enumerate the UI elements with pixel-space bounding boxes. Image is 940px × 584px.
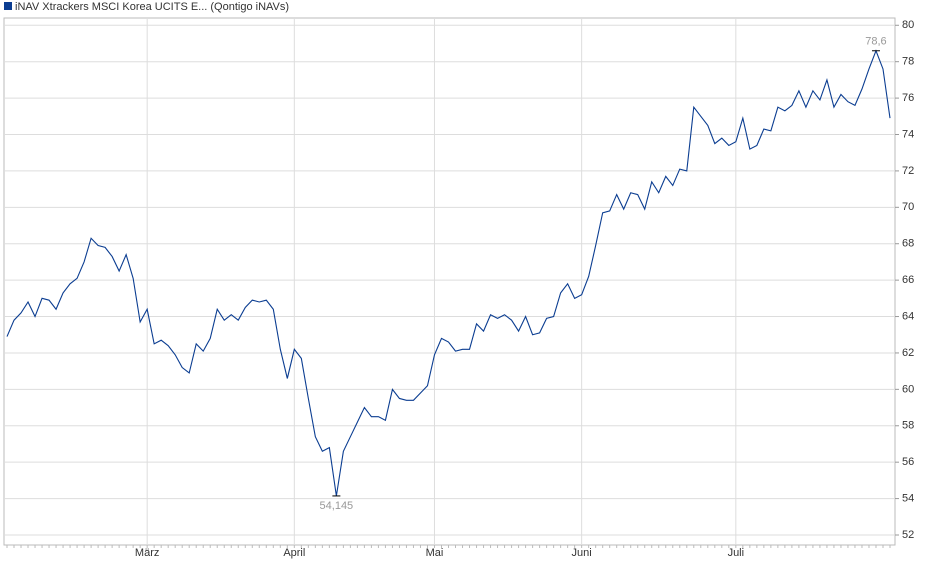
- y-tick-label: 76: [902, 92, 914, 104]
- y-tick-label: 64: [902, 310, 914, 322]
- line: [6, 49, 891, 497]
- x-tick-label: Mai: [426, 547, 444, 559]
- x-tick-label: Juli: [728, 547, 745, 559]
- y-tick-label: 56: [902, 456, 914, 468]
- legend-label: iNAV Xtrackers MSCI Korea UCITS E... (Qo…: [15, 1, 289, 13]
- y-tick-label: 68: [902, 238, 914, 250]
- y-tick-label: 52: [902, 529, 914, 541]
- y-tick-label: 74: [902, 128, 914, 140]
- annotation: 78,6: [865, 36, 886, 48]
- x-tick-label: April: [283, 547, 305, 559]
- annotation: 54,145: [320, 500, 354, 512]
- y-tick-label: 72: [902, 165, 914, 177]
- x-tick-label: März: [135, 547, 159, 559]
- y-tick-label: 60: [902, 383, 914, 395]
- y-tick-label: 66: [902, 274, 914, 286]
- x-tick-label: Juni: [572, 547, 592, 559]
- y-tick-label: 78: [902, 56, 914, 68]
- y-tick-label: 62: [902, 347, 914, 359]
- plot-area: [3, 17, 896, 546]
- y-tick-label: 54: [902, 492, 914, 504]
- y-tick-label: 58: [902, 420, 914, 432]
- legend-swatch: [4, 2, 12, 10]
- y-tick-label: 70: [902, 201, 914, 213]
- y-tick-label: 80: [902, 19, 914, 31]
